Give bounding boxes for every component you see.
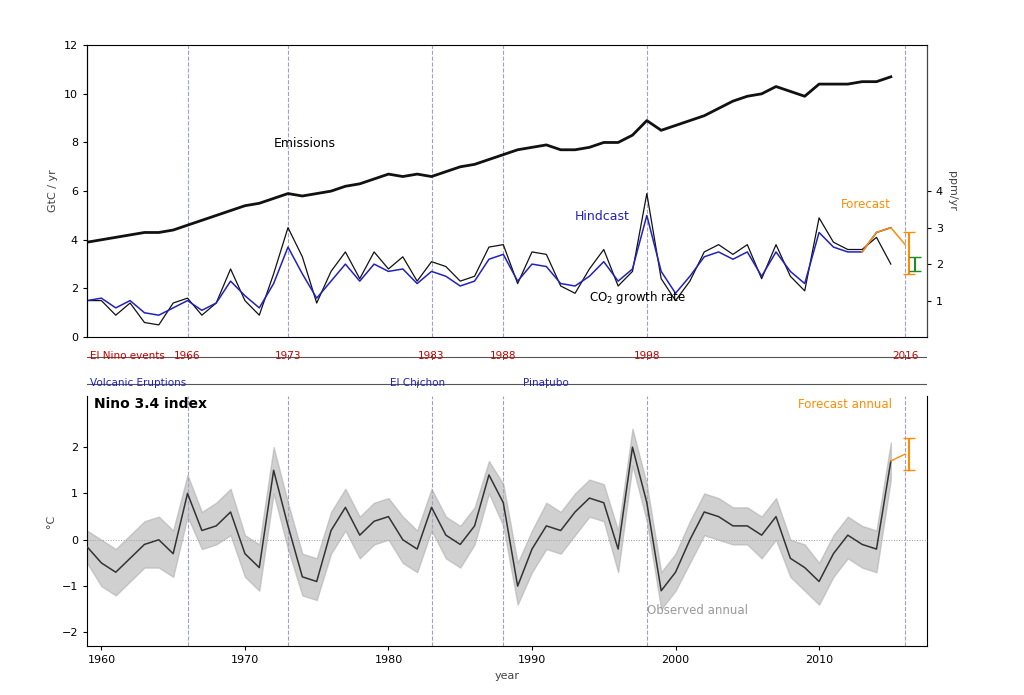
Text: El Nino events: El Nino events [90, 351, 165, 361]
Y-axis label: ppm/yr: ppm/yr [947, 171, 956, 211]
Y-axis label: °C: °C [46, 514, 56, 528]
Text: 1998: 1998 [634, 351, 660, 361]
Text: Forecast annual: Forecast annual [798, 398, 892, 411]
Text: Hindcast: Hindcast [575, 211, 630, 223]
Text: Emissions: Emissions [273, 138, 336, 150]
Text: Volcanic Eruptions: Volcanic Eruptions [90, 377, 186, 388]
Y-axis label: GtC / yr: GtC / yr [48, 170, 58, 213]
Text: 1966: 1966 [174, 351, 201, 361]
Text: Observed annual: Observed annual [647, 604, 748, 617]
X-axis label: year: year [495, 671, 519, 681]
Text: CO$_2$ growth rate: CO$_2$ growth rate [590, 288, 686, 306]
Text: 1973: 1973 [274, 351, 301, 361]
Text: Pinatubo: Pinatubo [523, 377, 569, 388]
Text: 1988: 1988 [490, 351, 516, 361]
Text: 2016: 2016 [892, 351, 919, 361]
Text: El Chichon: El Chichon [389, 377, 444, 388]
Text: Nino 3.4 index: Nino 3.4 index [94, 397, 207, 411]
Text: Forecast: Forecast [841, 198, 891, 211]
Text: 1983: 1983 [418, 351, 444, 361]
